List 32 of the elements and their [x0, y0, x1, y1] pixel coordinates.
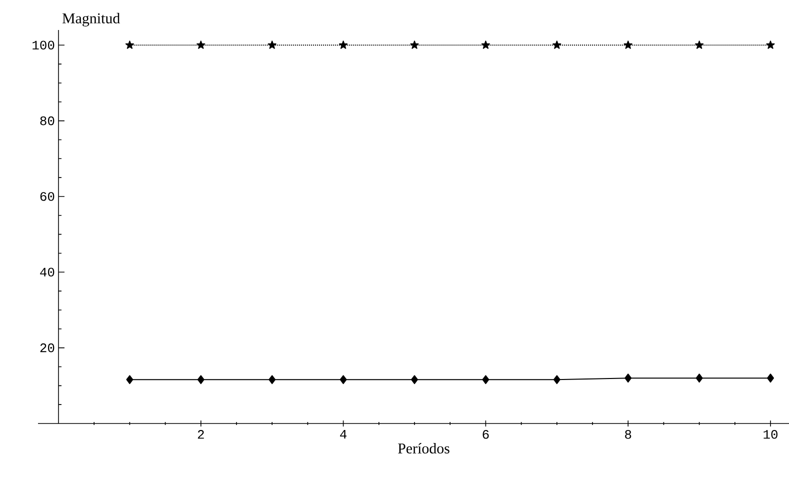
point	[339, 40, 348, 49]
x-tick-label: 6	[482, 430, 489, 439]
point	[125, 40, 134, 49]
point	[624, 374, 632, 383]
y-tick-label: 40	[40, 268, 54, 277]
point	[268, 375, 276, 384]
point	[766, 40, 775, 49]
point	[695, 40, 704, 49]
point	[482, 375, 490, 384]
y-axis-title: Magnitud	[62, 12, 120, 26]
x-tick-label: 8	[625, 430, 632, 439]
point	[411, 375, 418, 384]
point	[552, 40, 562, 49]
x-axis-title: Períodos	[398, 442, 450, 454]
point	[197, 375, 204, 384]
point	[196, 40, 206, 49]
x-tick-label: 2	[198, 430, 204, 439]
point	[410, 40, 419, 49]
x-tick-label: 10	[764, 430, 778, 439]
point	[553, 375, 560, 384]
y-tick-label: 80	[40, 116, 54, 126]
y-tick-label: 100	[32, 40, 54, 50]
y-tick-label: 20	[40, 343, 54, 352]
x-tick-label: 4	[340, 430, 347, 439]
point	[126, 375, 134, 384]
point	[481, 40, 490, 49]
point	[696, 374, 703, 383]
y-tick-label: 60	[40, 192, 54, 201]
point	[624, 40, 632, 49]
point	[340, 375, 347, 384]
point	[767, 374, 774, 383]
point	[268, 40, 276, 49]
